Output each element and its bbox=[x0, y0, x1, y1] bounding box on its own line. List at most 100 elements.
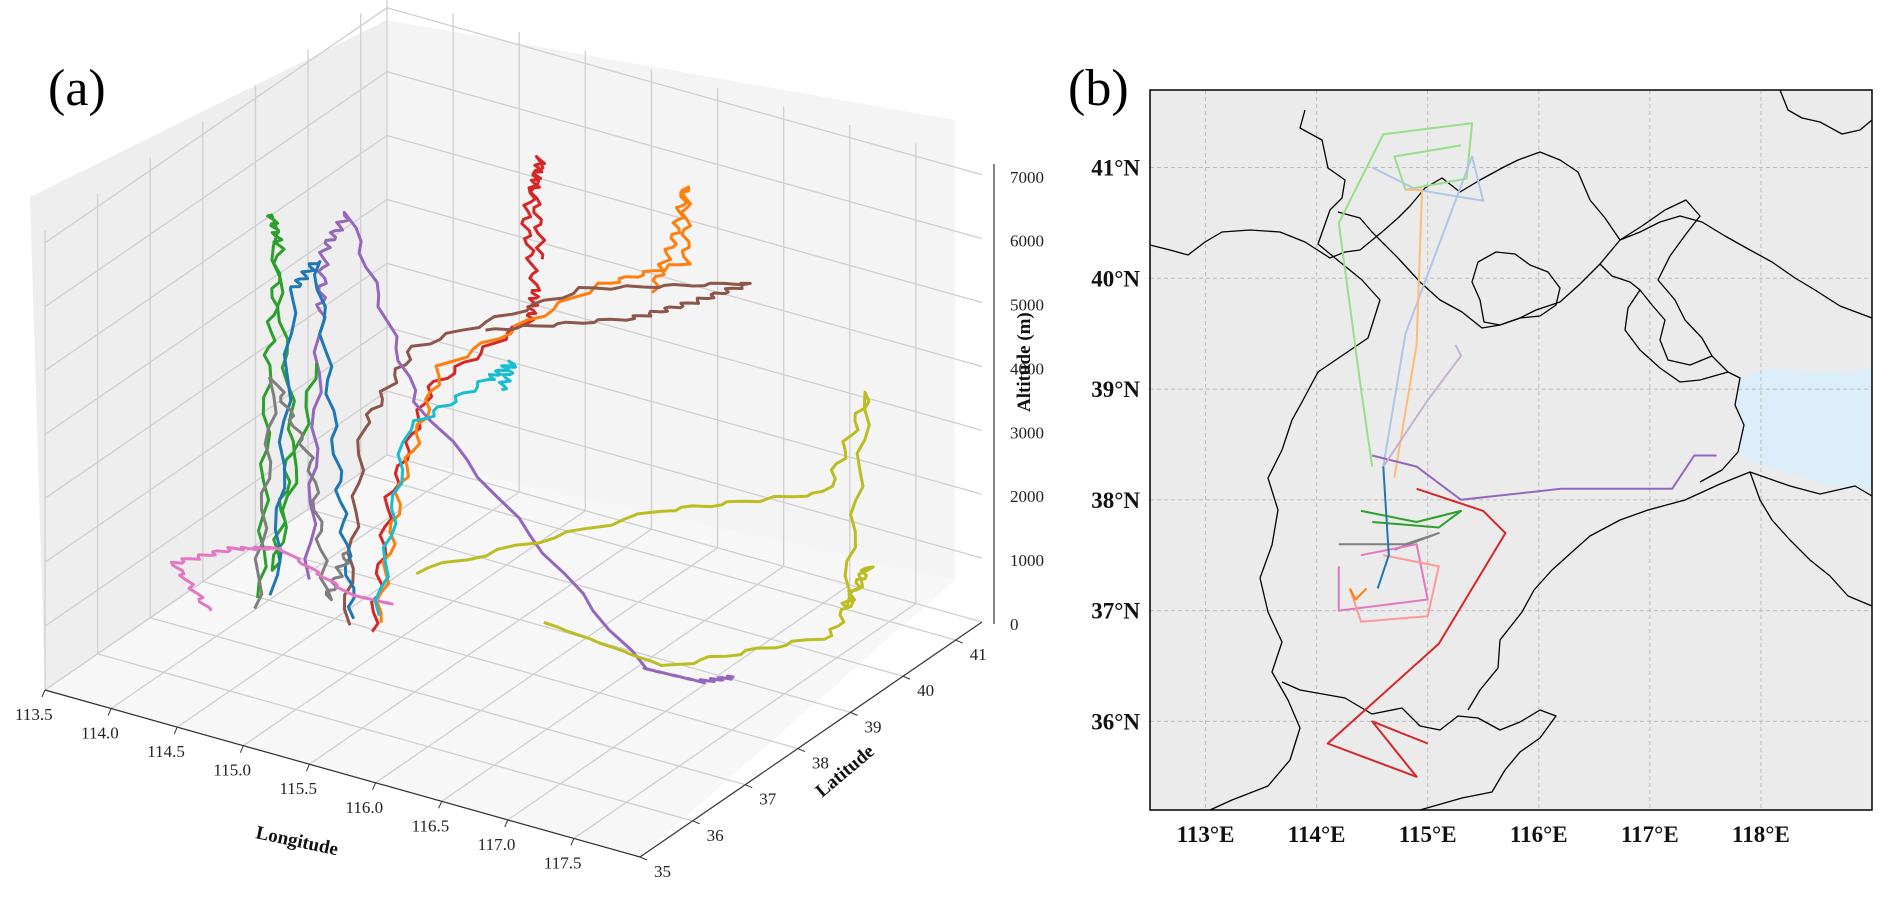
x-tick-mark bbox=[504, 819, 509, 828]
map-lat-tick-label: 36°N bbox=[1091, 709, 1140, 734]
border-tianjin bbox=[1639, 289, 1713, 366]
map-lat-tick-label: 40°N bbox=[1091, 266, 1140, 291]
x-tick-label: 115.0 bbox=[213, 761, 251, 780]
grid-z-level bbox=[44, 134, 983, 372]
y-tick-mark bbox=[955, 639, 963, 644]
grid-floor-x bbox=[573, 602, 917, 839]
y-tick-mark bbox=[902, 675, 911, 680]
y-tick-label: 39 bbox=[864, 717, 881, 736]
flight-track-series bbox=[1393, 188, 1424, 478]
trajectory-3d-series bbox=[370, 155, 547, 633]
y-tick-mark bbox=[692, 820, 700, 825]
flight-track-series bbox=[1382, 344, 1462, 468]
grid-floor-x bbox=[441, 565, 785, 802]
grid-floor-x bbox=[507, 584, 851, 821]
flight-track-series bbox=[1348, 554, 1440, 623]
x-tick-label: 113.5 bbox=[15, 705, 53, 724]
border-northeast bbox=[1619, 215, 1873, 319]
grid-z-level bbox=[44, 7, 983, 244]
y-axis-line bbox=[639, 621, 983, 858]
x-axis-line bbox=[44, 689, 641, 858]
z-tick-label: 5000 bbox=[1010, 296, 1044, 315]
grid-floor-x bbox=[375, 547, 718, 784]
trajectory-3d-series bbox=[343, 281, 752, 626]
x-tick-label: 114.5 bbox=[147, 742, 185, 761]
grid-z-level bbox=[44, 70, 983, 308]
flight-track-series bbox=[1326, 487, 1507, 778]
flight-track-series bbox=[1360, 509, 1462, 529]
x-tick-mark bbox=[41, 689, 46, 698]
grid-z-level bbox=[44, 454, 983, 691]
map-lat-tick-label: 39°N bbox=[1091, 377, 1140, 402]
tick-labels-3d: 113.5 114.0 114.5 115.0 115.5 116.0 116.5 117.0… bbox=[15, 164, 1044, 881]
panel-label-a: (a) bbox=[48, 60, 106, 117]
grid-z-level bbox=[44, 326, 983, 563]
trajectory-3d-series bbox=[415, 390, 875, 667]
x-tick-mark bbox=[438, 801, 443, 809]
trajectory-3d-series bbox=[373, 359, 517, 617]
province-borders bbox=[1149, 89, 1873, 811]
y-tick-mark bbox=[639, 856, 648, 861]
flight-track-series bbox=[1337, 543, 1429, 612]
grid-floor-y bbox=[150, 617, 746, 786]
grid-floor-x bbox=[309, 528, 652, 765]
map-lat-tick-label: 41°N bbox=[1091, 156, 1140, 181]
border-beijing-ring bbox=[1471, 251, 1561, 326]
grid-floor-x bbox=[110, 473, 454, 710]
trajectory-3d-series bbox=[169, 545, 394, 612]
map-lon-tick-label: 118°E bbox=[1732, 822, 1790, 847]
z-tick-label: 6000 bbox=[1010, 232, 1044, 251]
z-tick-label: 7000 bbox=[1010, 168, 1044, 187]
panel-b-map: 113°E 114°E 115°E 116°E 117°E 118°E 41°N 40°N 39… bbox=[1068, 60, 1873, 847]
map-tick-labels: 113°E 114°E 115°E 116°E 117°E 118°E 41°N 40°N 39… bbox=[1091, 156, 1790, 847]
grid-floor-y bbox=[360, 472, 956, 641]
x-tick-label: 117.0 bbox=[478, 835, 516, 854]
y-tick-label: 35 bbox=[654, 862, 671, 881]
map-lat-tick-label: 38°N bbox=[1091, 488, 1140, 513]
trajectory-lines-3d bbox=[169, 155, 875, 685]
trajectory-3d-series bbox=[303, 210, 735, 685]
x-tick-label: 115.5 bbox=[279, 779, 317, 798]
grid-floor-x bbox=[242, 510, 586, 747]
z-tick-label: 3000 bbox=[1010, 423, 1044, 442]
border-liaoning bbox=[1779, 89, 1873, 135]
grid-floor-y bbox=[202, 580, 799, 750]
panel-label-b: (b) bbox=[1068, 60, 1129, 117]
flight-tracks-map bbox=[1326, 122, 1717, 778]
bohai-sea bbox=[1735, 368, 1872, 490]
y-tick-label: 40 bbox=[917, 681, 934, 700]
y-tick-label: 37 bbox=[759, 790, 777, 809]
border-henan bbox=[1281, 681, 1557, 811]
border-tianjin-south bbox=[1599, 263, 1729, 383]
flight-track-series bbox=[1337, 122, 1474, 467]
x-tick-label: 116.0 bbox=[346, 798, 384, 817]
pane-left bbox=[30, 20, 387, 690]
border-inner-mongolia bbox=[1149, 151, 1621, 259]
y-tick-mark bbox=[850, 711, 858, 716]
y-tick-mark bbox=[797, 748, 806, 752]
grid-z-level bbox=[44, 390, 983, 627]
border-hebei-shanxi bbox=[1209, 109, 1381, 811]
x-axis-title: Longitude bbox=[254, 822, 340, 860]
panel-a-3d-trajectories: 113.5 114.0 114.5 115.0 115.5 116.0 116.5 117.0… bbox=[15, 0, 1044, 881]
flight-track-series bbox=[1376, 466, 1390, 589]
x-tick-mark bbox=[107, 708, 112, 716]
x-tick-label: 114.0 bbox=[81, 724, 119, 743]
y-tick-mark bbox=[745, 784, 753, 789]
pane-back bbox=[387, 20, 955, 580]
x-tick-mark bbox=[570, 838, 575, 846]
flight-track-series bbox=[1338, 532, 1440, 551]
grid-floor-y bbox=[97, 653, 693, 822]
map-lon-tick-label: 114°E bbox=[1288, 822, 1346, 847]
y-tick-label: 41 bbox=[970, 645, 987, 664]
border-bay bbox=[1749, 471, 1873, 607]
border-shandong bbox=[1467, 471, 1873, 711]
trajectory-3d-series bbox=[256, 213, 319, 599]
trajectory-3d-series bbox=[268, 260, 356, 620]
map-gridlines bbox=[1150, 90, 1872, 810]
y-tick-label: 38 bbox=[812, 754, 829, 773]
map-lon-tick-label: 116°E bbox=[1510, 822, 1568, 847]
x-tick-label: 116.5 bbox=[412, 816, 450, 835]
x-tick-mark bbox=[305, 764, 310, 772]
